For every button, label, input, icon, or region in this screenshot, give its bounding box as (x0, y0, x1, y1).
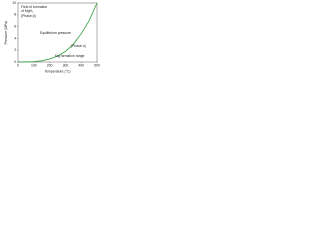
chart: Temperature (°C) Pressure (MPa) 0 100 200 3… (4, 1, 100, 74)
annotation: (Phase α) (71, 44, 86, 48)
page: {"chart_data": {"type": "line", "x_label… (0, 0, 320, 75)
series-line (17, 2, 98, 63)
y-tick-label: 2 (14, 48, 16, 52)
annotation: (Phase β) (21, 14, 36, 18)
x-tick-label: 0 (17, 63, 19, 67)
x-tick-label: 400 (78, 63, 84, 67)
y-tick-label: 0 (14, 60, 16, 64)
x-tick-label: 100 (31, 63, 37, 67)
x-tick-label: 300 (63, 63, 69, 67)
x-axis-label: Temperature (°C) (44, 69, 70, 73)
y-tick-label: 4 (14, 36, 16, 40)
annotation: of MgH₂ (21, 9, 34, 13)
x-tick-label: 200 (47, 63, 53, 67)
annotation: Equilibrium pressure (40, 31, 71, 35)
y-tick-label: 8 (14, 13, 16, 17)
y-tick-label: 10 (12, 1, 16, 5)
annotation: Field of formation (21, 5, 47, 9)
annotation: Mg formation range (55, 54, 85, 58)
plot-frame (17, 2, 98, 63)
x-tick-label: 500 (94, 63, 100, 67)
y-tick-label: 6 (14, 24, 16, 28)
y-axis-label: Pressure (MPa) (4, 21, 8, 45)
